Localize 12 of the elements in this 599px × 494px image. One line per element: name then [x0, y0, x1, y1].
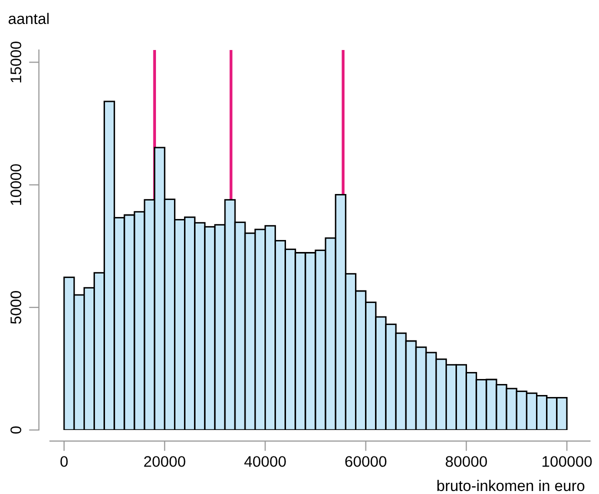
- x-tick-label: 100000: [542, 456, 592, 467]
- y-tick-label: 15000: [10, 42, 22, 82]
- y-tick-label: 5000: [10, 291, 22, 324]
- x-tick-label: 40000: [244, 456, 286, 467]
- y-tick-label: 10000: [10, 164, 22, 205]
- x-tick-label: 20000: [144, 456, 186, 467]
- x-tick-label: 60000: [345, 456, 386, 467]
- y-axis-title: aantal: [8, 12, 49, 24]
- x-tick-label: 0: [60, 456, 68, 467]
- x-axis-title: bruto-inkomen in euro: [437, 480, 584, 492]
- x-tick-label: 80000: [446, 456, 487, 467]
- y-tick-label: 0: [10, 426, 22, 434]
